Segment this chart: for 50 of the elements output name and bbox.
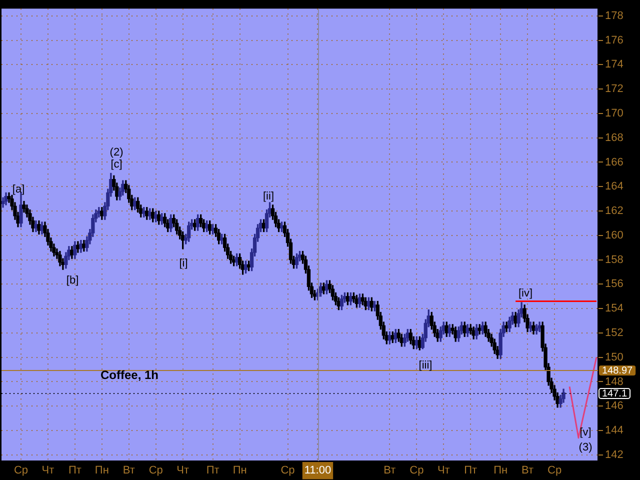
y-tick-label: 144 [605, 424, 624, 437]
x-tick-label: Пт [206, 464, 220, 477]
y-tick-label: 166 [605, 156, 624, 168]
y-tick-label: 170 [605, 108, 624, 120]
x-tick-label: Пт [68, 464, 82, 477]
y-tick-label: 162 [605, 205, 624, 218]
x-tick-label: Чт [42, 464, 54, 477]
x-tick-label: Ср [410, 464, 424, 477]
x-tick-label: Пн [232, 464, 247, 477]
y-tick-label: 174 [605, 58, 624, 71]
x-tick-label: Пн [494, 464, 508, 477]
y-tick-label: 154 [605, 302, 624, 315]
y-tick-label: 150 [605, 351, 624, 364]
y-tick-label: 178 [605, 10, 624, 22]
x-tick-label: Вт [384, 464, 396, 477]
x-tick-label: Ср [280, 464, 295, 477]
y-tick-label: 168 [605, 132, 624, 144]
annotation: [i] [179, 258, 188, 270]
annotation: [a] [12, 184, 25, 196]
x-tick-label: Пн [94, 464, 109, 477]
x-tick-label: Вт [522, 464, 534, 477]
y-tick-label: 148 [605, 376, 624, 388]
annotation: (2) [110, 146, 124, 159]
annotation: (3) [578, 442, 592, 454]
x-tick-label: Пт [464, 464, 478, 477]
x-tick-label: Вт [122, 464, 135, 477]
y-tick-label: 158 [605, 254, 624, 266]
y-tick-label: 156 [605, 278, 624, 290]
annotation: [ii] [263, 190, 274, 203]
x-tick-label: Ср [548, 464, 562, 477]
text: Coffee, 1h [100, 368, 159, 382]
y-tick-label: 160 [605, 229, 624, 242]
annotation: [iii] [418, 360, 432, 372]
x-tick-label: Чт [437, 464, 450, 477]
y-tick-label: 142 [605, 448, 624, 461]
annotation: [b] [66, 274, 79, 287]
ref-line-label: 147.1 [602, 388, 628, 400]
y-tick-label: 176 [605, 34, 624, 46]
y-tick-label: 164 [605, 180, 624, 193]
x-tick-label: 11:00 [304, 464, 332, 477]
annotation: [c] [110, 158, 122, 171]
annotation: [v] [580, 426, 592, 439]
x-tick-label: Чт [176, 464, 190, 477]
x-tick-label: Ср [14, 464, 28, 477]
x-tick-label: Ср [148, 464, 163, 477]
annotation: [iv] [518, 288, 533, 300]
y-tick-label: 172 [605, 83, 624, 96]
ref-line-label: 148.97 [602, 365, 634, 376]
y-tick-label: 152 [605, 326, 624, 339]
y-tick-label: 146 [605, 400, 624, 412]
